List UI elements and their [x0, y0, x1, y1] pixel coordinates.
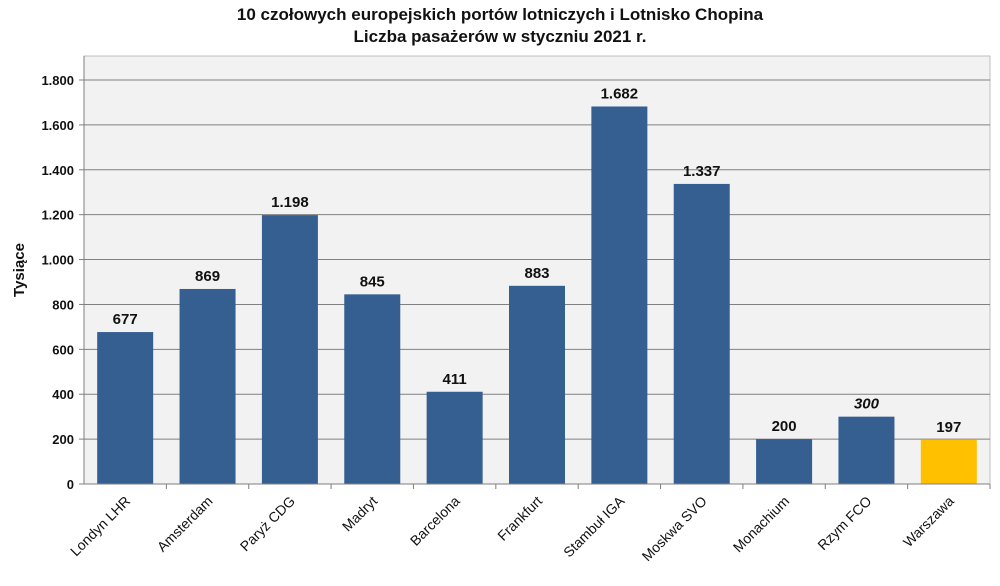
bar — [426, 391, 483, 484]
y-axis-ticks: 0 200 400 600 800 1.000 1.200 1.400 1.600 1.800 — [41, 73, 84, 492]
data-label: 845 — [360, 273, 385, 290]
data-label: 411 — [443, 371, 467, 388]
data-label: 300 — [854, 396, 880, 413]
data-label: 869 — [195, 268, 220, 285]
y-tick-label: 1.800 — [41, 73, 74, 88]
bar — [508, 285, 566, 484]
bar — [344, 294, 401, 484]
y-tick-label: 1.600 — [41, 118, 74, 133]
y-tick-label: 400 — [52, 387, 74, 402]
y-tick-label: 800 — [52, 297, 74, 312]
x-axis-categories: Londyn LHR Amsterdam Paryż CDG Madryt Barcel… — [67, 484, 991, 564]
bar — [920, 439, 977, 484]
x-category-label: Warszawa — [900, 493, 957, 550]
bar — [673, 183, 730, 484]
bar — [756, 439, 813, 484]
y-axis-title: Tysiące — [11, 243, 28, 297]
x-category-label: Barcelona — [407, 493, 463, 549]
data-label: 677 — [113, 311, 138, 328]
data-labels: 677 869 1.198 845 411 883 1.682 1.337 200 300 197 — [113, 85, 962, 435]
x-category-label: Rzym FCO — [814, 493, 874, 553]
chart-subtitle: Liczba pasażerów w styczniu 2021 r. — [353, 27, 647, 46]
data-label: 1.682 — [601, 85, 639, 102]
y-tick-label: 1.400 — [41, 163, 74, 178]
x-category-label: Moskwa SVO — [639, 493, 710, 564]
y-tick-label: 200 — [52, 432, 74, 447]
chart-title: 10 czołowych europejskich portów lotnicz… — [0, 4, 1000, 48]
y-tick-label: 1.200 — [41, 208, 74, 223]
x-category-label: Madryt — [339, 493, 381, 535]
bars — [97, 106, 977, 485]
data-label: 1.337 — [683, 163, 721, 180]
x-category-label: Monachium — [730, 493, 792, 555]
data-label: 197 — [936, 419, 961, 436]
x-category-label: Frankfurt — [494, 493, 545, 544]
bar — [838, 416, 895, 484]
bar — [261, 215, 318, 485]
bar — [591, 106, 648, 485]
data-label: 200 — [772, 418, 797, 435]
y-tick-label: 0 — [67, 477, 74, 492]
x-category-label: Stambuł IGA — [560, 492, 628, 560]
x-category-label: Amsterdam — [154, 493, 216, 555]
bar — [179, 288, 236, 484]
x-category-label: Paryż CDG — [237, 493, 298, 554]
chart-title-line-1: 10 czołowych europejskich portów lotnicz… — [236, 5, 764, 24]
y-tick-label: 1.000 — [41, 253, 74, 268]
x-category-label: Londyn LHR — [67, 493, 133, 559]
y-tick-label: 600 — [52, 342, 74, 357]
data-label: 1.198 — [271, 194, 309, 211]
bar — [97, 332, 154, 484]
data-label: 883 — [524, 265, 549, 282]
